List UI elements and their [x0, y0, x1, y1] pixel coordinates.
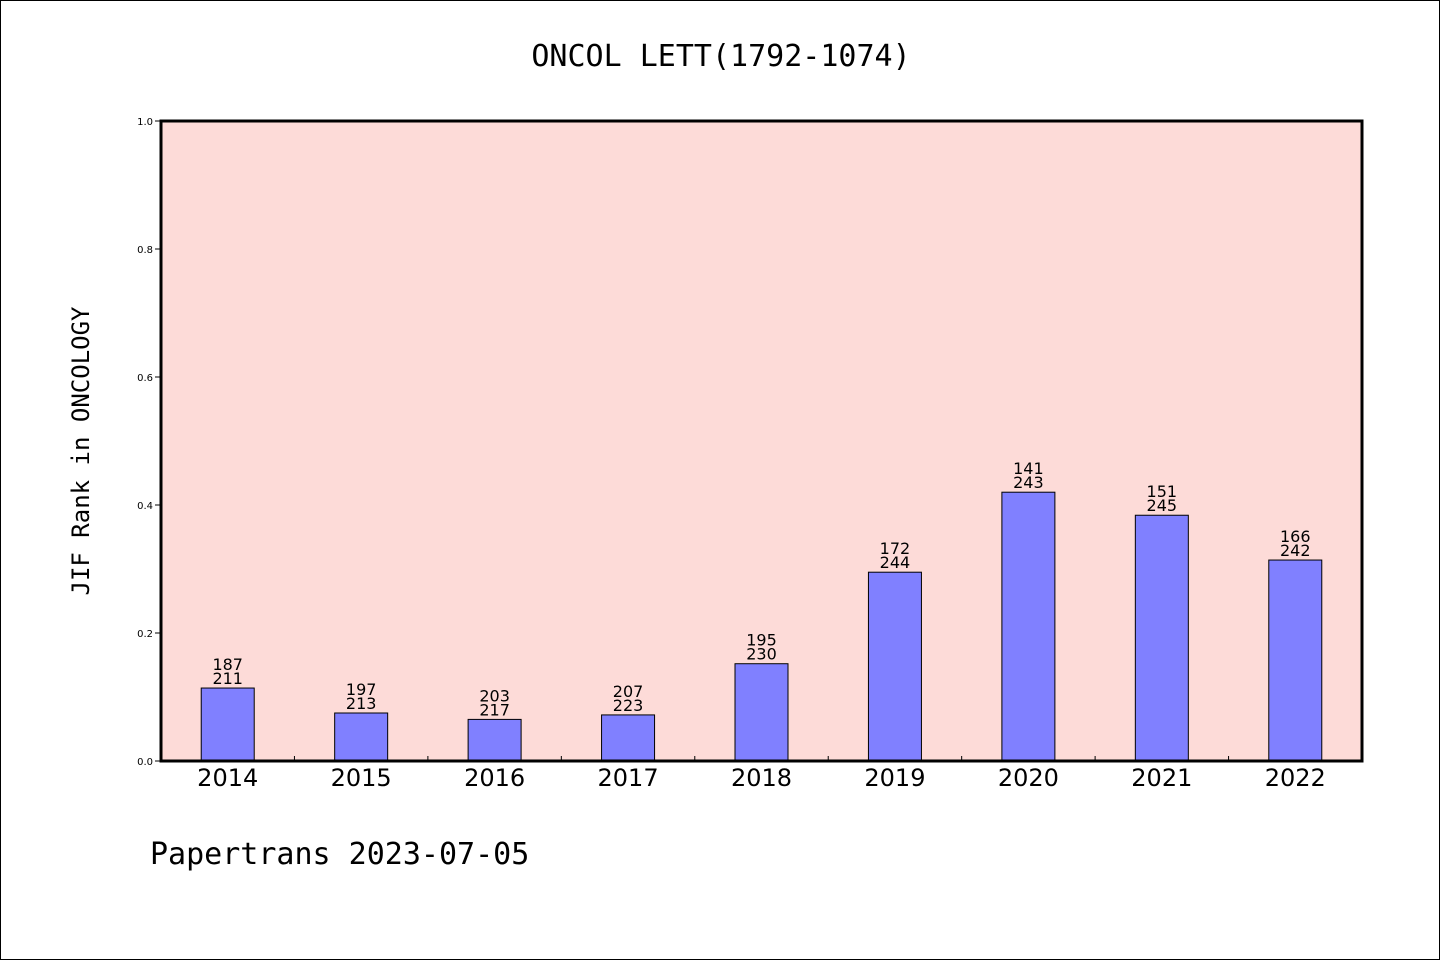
- x-tick-label-2016: 2016: [464, 764, 525, 792]
- data-label-rank-2018: 195: [746, 631, 777, 650]
- y-tick-label-3: 0.6: [137, 373, 153, 384]
- y-tick-label-4: 0.8: [137, 245, 153, 256]
- bar-2016: [467, 718, 522, 762]
- y-tick-label-5: 1.0: [137, 117, 153, 128]
- y-tick-label-1: 0.2: [137, 629, 153, 640]
- data-label-total-2017: 223: [613, 696, 644, 715]
- x-tick-label-2014: 2014: [197, 764, 258, 792]
- data-label-total-2021: 245: [1147, 496, 1178, 515]
- footer-credit: Papertrans 2023-07-05: [150, 837, 530, 872]
- x-tick-label-2020: 2020: [998, 764, 1059, 792]
- data-label-rank-2017: 207: [613, 682, 644, 701]
- bar-2022: [1268, 559, 1323, 762]
- x-tick-label-2019: 2019: [864, 764, 925, 792]
- data-label-rank-2022: 166: [1280, 527, 1311, 546]
- data-label-rank-2021: 151: [1147, 482, 1178, 501]
- bar-2014: [200, 687, 255, 762]
- data-label-total-2016: 217: [479, 700, 510, 719]
- data-label-rank-2019: 172: [880, 539, 911, 558]
- x-tick-label-2015: 2015: [331, 764, 392, 792]
- x-tick-label-2017: 2017: [598, 764, 659, 792]
- bar-2021: [1134, 514, 1189, 762]
- data-label-total-2018: 230: [746, 645, 777, 664]
- data-label-total-2015: 213: [346, 694, 377, 713]
- x-tick-label-2022: 2022: [1265, 764, 1326, 792]
- y-tick-label-0: 0.0: [137, 757, 153, 768]
- data-label-rank-2015: 197: [346, 680, 377, 699]
- data-label-total-2022: 242: [1280, 541, 1311, 560]
- chart-title: ONCOL LETT(1792-1074): [531, 39, 911, 74]
- data-label-rank-2020: 141: [1013, 459, 1044, 478]
- bar-2015: [334, 712, 389, 762]
- data-label-rank-2016: 203: [479, 686, 510, 705]
- data-label-rank-2014: 187: [212, 655, 243, 674]
- bar-2020: [1001, 491, 1056, 762]
- x-tick-label-2021: 2021: [1131, 764, 1192, 792]
- x-tick-label-2018: 2018: [731, 764, 792, 792]
- bar-2018: [734, 663, 789, 762]
- bar-2017: [601, 714, 656, 762]
- data-label-total-2019: 244: [880, 553, 911, 572]
- bar-2019: [867, 571, 922, 762]
- data-label-total-2014: 211: [212, 669, 243, 688]
- data-label-total-2020: 243: [1013, 473, 1044, 492]
- plot-frame: [159, 119, 1364, 763]
- y-tick-label-2: 0.4: [137, 501, 153, 512]
